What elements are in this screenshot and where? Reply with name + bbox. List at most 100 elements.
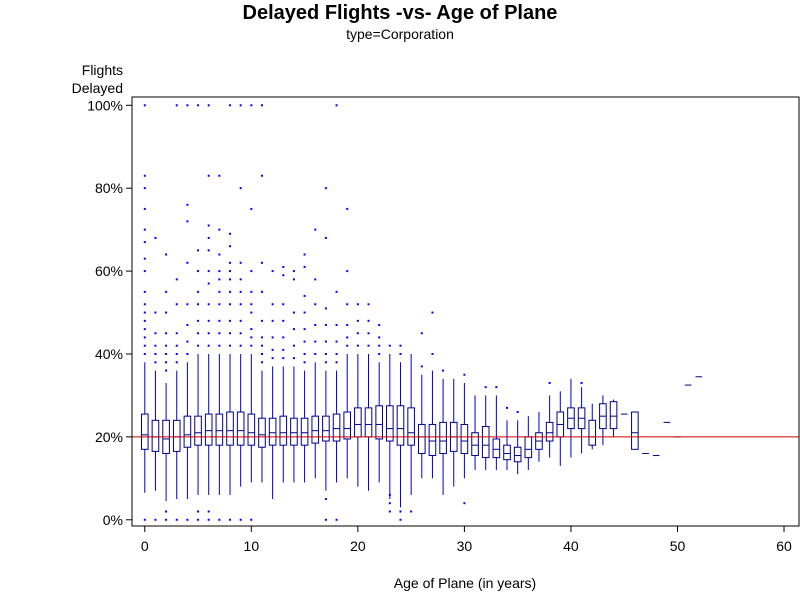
box-iqr [524, 436, 533, 459]
outlier-point [186, 323, 189, 326]
outlier-point [303, 265, 306, 268]
box-23 [386, 344, 394, 513]
box-iqr [343, 411, 352, 440]
outlier-point [207, 332, 210, 335]
outlier-point [367, 319, 370, 322]
box-29 [449, 378, 458, 487]
outlier-point [154, 236, 157, 239]
box-17 [322, 187, 330, 521]
box-16 [311, 228, 320, 479]
outlier-point [154, 518, 157, 521]
outlier-point [463, 373, 466, 376]
outlier-point [346, 270, 349, 273]
outlier-point [420, 332, 423, 335]
box-4 [183, 104, 192, 521]
box-18 [332, 104, 341, 521]
box-30 [460, 373, 469, 505]
outlier-point [197, 319, 200, 322]
outlier-point [165, 344, 168, 347]
box-39 [556, 391, 565, 466]
box-iqr [513, 446, 522, 463]
outlier-point [356, 319, 359, 322]
outlier-point [346, 344, 349, 347]
box-13 [279, 265, 288, 483]
box-iqr [290, 417, 298, 446]
outlier-point [292, 357, 295, 360]
outlier-point [186, 340, 189, 343]
outlier-point [239, 187, 242, 190]
outlier-point [165, 253, 168, 256]
outlier-point [229, 270, 232, 273]
outlier-point [303, 253, 306, 256]
outlier-point [229, 232, 232, 235]
outlier-point [197, 344, 200, 347]
outlier-point [271, 348, 274, 351]
outlier-point [165, 332, 168, 335]
outlier-point [378, 336, 381, 339]
outlier-point [282, 348, 285, 351]
outlier-point [207, 344, 210, 347]
outlier-point [143, 257, 146, 260]
outlier-point [399, 344, 402, 347]
outlier-point [548, 382, 551, 384]
x-tick-label: 60 [776, 538, 792, 554]
box-31 [471, 395, 479, 471]
outlier-point [175, 332, 178, 335]
outlier-point [218, 319, 221, 322]
box-iqr [194, 415, 202, 446]
outlier-point [207, 319, 210, 322]
outlier-point [260, 361, 263, 364]
plot-frame [131, 96, 800, 527]
outlier-point [260, 336, 263, 339]
outlier-point [218, 253, 221, 256]
outlier-point [388, 344, 391, 347]
outlier-point [292, 344, 295, 347]
outlier-point [239, 518, 242, 521]
outlier-point [367, 344, 370, 347]
x-tick-label: 0 [141, 538, 149, 554]
outlier-point [324, 498, 327, 501]
box-38 [545, 382, 554, 458]
outlier-point [229, 332, 232, 335]
outlier-point [356, 303, 359, 306]
box-11 [258, 104, 266, 483]
outlier-point [143, 207, 146, 210]
outlier-point [154, 361, 157, 364]
outlier-point [143, 311, 146, 314]
outlier-point [186, 352, 189, 355]
outlier-point [165, 510, 168, 513]
box-6 [204, 104, 213, 521]
outlier-point [442, 369, 445, 372]
outlier-point [388, 493, 391, 496]
box-iqr [375, 405, 383, 440]
outlier-point [314, 303, 317, 306]
box-iqr [588, 419, 597, 446]
outlier-point [314, 323, 317, 326]
outlier-point [165, 518, 168, 521]
outlier-point [154, 332, 157, 335]
outlier-point [250, 207, 253, 210]
outlier-point [207, 224, 210, 227]
outlier-point [324, 187, 327, 190]
box-36 [524, 416, 533, 471]
outlier-point [143, 336, 146, 339]
outlier-point [356, 332, 359, 335]
outlier-point [186, 104, 189, 107]
outlier-point [378, 352, 381, 355]
outlier-point [324, 361, 327, 364]
y-tick-label: 100% [87, 97, 123, 113]
outlier-point [324, 307, 327, 310]
box-iqr [460, 423, 469, 454]
box-2 [162, 253, 170, 521]
outlier-point [186, 303, 189, 306]
outlier-point [239, 303, 242, 306]
box-iqr [609, 401, 618, 430]
outlier-point [399, 510, 402, 513]
outlier-point [335, 340, 338, 343]
box-9 [236, 104, 245, 521]
box-15 [300, 253, 309, 483]
box-14 [290, 270, 298, 483]
box-40 [567, 378, 575, 458]
outlier-point [143, 241, 146, 244]
box-iqr [140, 413, 149, 450]
